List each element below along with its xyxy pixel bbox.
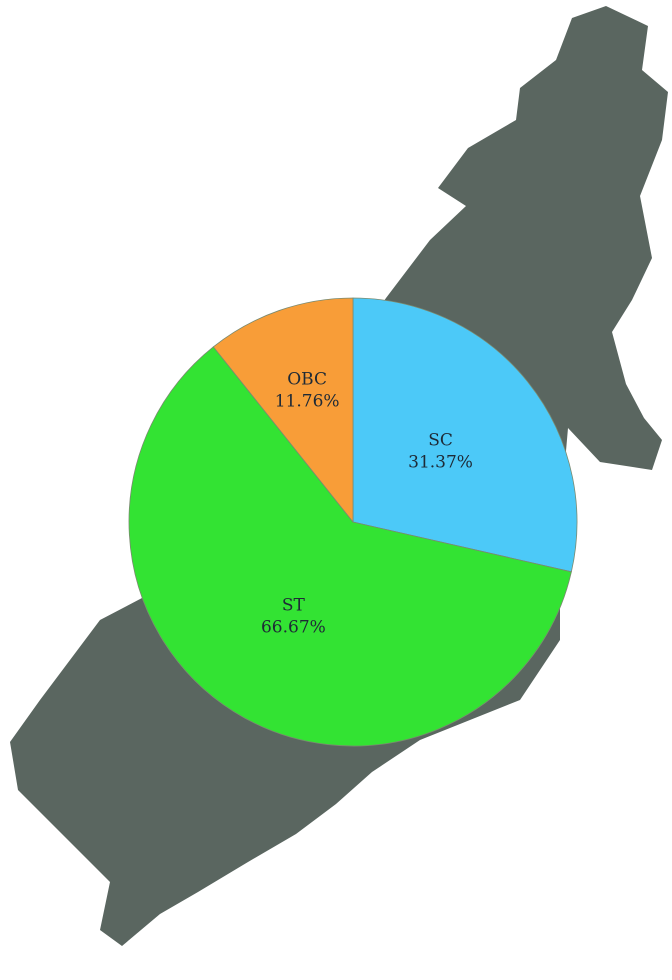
pie-slice [128,346,572,747]
slice-value: 66.67% [261,617,326,637]
slice-label: ST [282,595,306,615]
slice-label: SC [428,431,453,451]
pie-slice [212,297,354,524]
slice-value: 31.37% [408,453,473,473]
pie-slice [352,297,578,573]
slice-value: 11.76% [275,391,340,411]
slice-label: OBC [287,369,327,389]
